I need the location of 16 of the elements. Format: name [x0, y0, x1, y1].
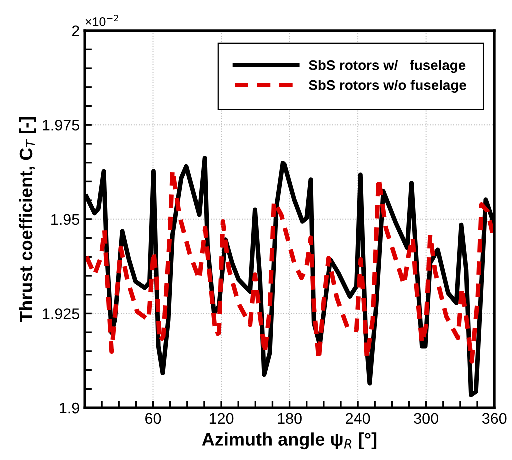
x-tick-label: 240 [346, 413, 370, 424]
text: ×10$^{−2}$ [86, 14, 118, 26]
x-tick-label: 120 [210, 413, 234, 424]
legend-label: SbS rotors w/o fuselage [309, 80, 466, 94]
x-tick-label: 180 [278, 413, 302, 424]
y-tick-label: 2 [72, 26, 80, 36]
x-tick-label: 60 [146, 413, 162, 424]
y-tick-label: 1.925 [43, 308, 80, 320]
y-tick-label: 1.9 [60, 402, 80, 414]
x-tick-label: 300 [414, 413, 438, 424]
y-axis-title: Thrust coefficient, C$_{T}$ [-] [19, 117, 36, 322]
y-tick-label: 1.95 [52, 214, 80, 226]
x-tick-label: 360 [482, 413, 507, 424]
y-tick-label: 1.975 [43, 120, 80, 131]
legend-label: SbS rotors w/ fuselage [309, 60, 466, 74]
x-axis-title: Azimuth angle ψ$_{R}$ [°] [202, 432, 377, 450]
